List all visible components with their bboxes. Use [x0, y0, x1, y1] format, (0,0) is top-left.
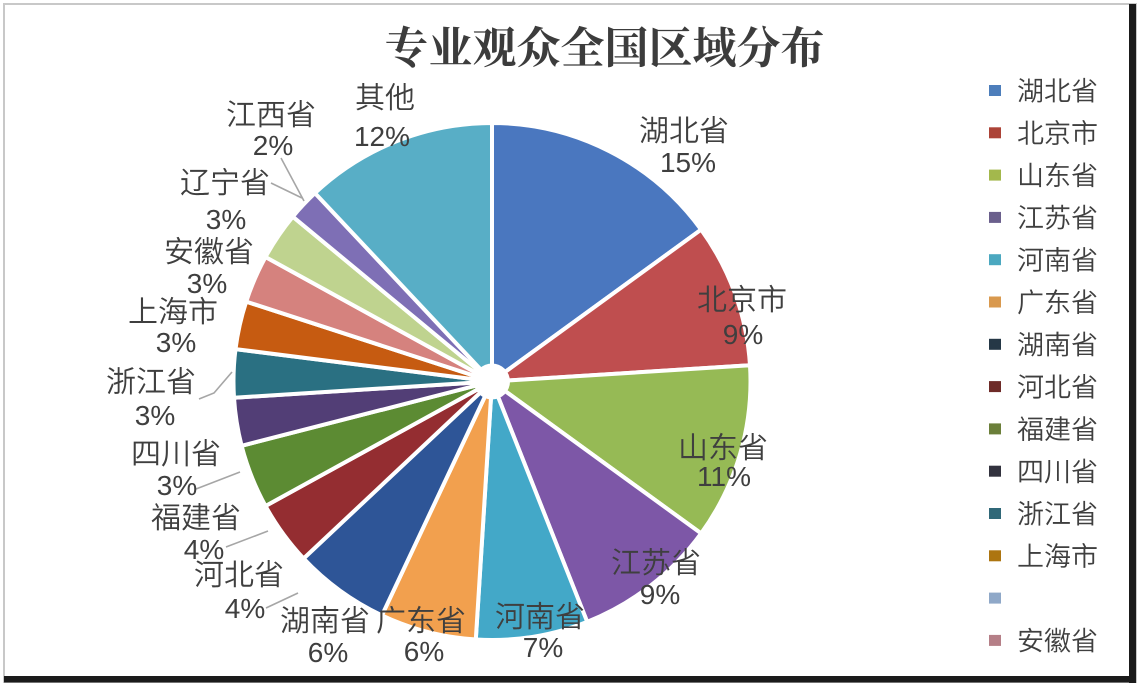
svg-text:7%: 7%: [523, 632, 563, 663]
svg-text:15%: 15%: [660, 147, 716, 178]
svg-text:6%: 6%: [308, 637, 348, 668]
svg-text:3%: 3%: [206, 204, 246, 235]
svg-text:4%: 4%: [184, 534, 224, 565]
svg-text:11%: 11%: [697, 461, 751, 492]
svg-text:12%: 12%: [354, 121, 410, 152]
svg-text:2%: 2%: [253, 130, 293, 161]
svg-text:3%: 3%: [156, 327, 196, 358]
svg-text:6%: 6%: [404, 636, 444, 667]
svg-text:9%: 9%: [723, 319, 763, 350]
svg-text:4%: 4%: [225, 593, 265, 624]
svg-text:9%: 9%: [640, 579, 680, 610]
svg-text:3%: 3%: [157, 470, 197, 501]
svg-text:3%: 3%: [135, 400, 175, 431]
svg-text:3%: 3%: [187, 268, 227, 299]
